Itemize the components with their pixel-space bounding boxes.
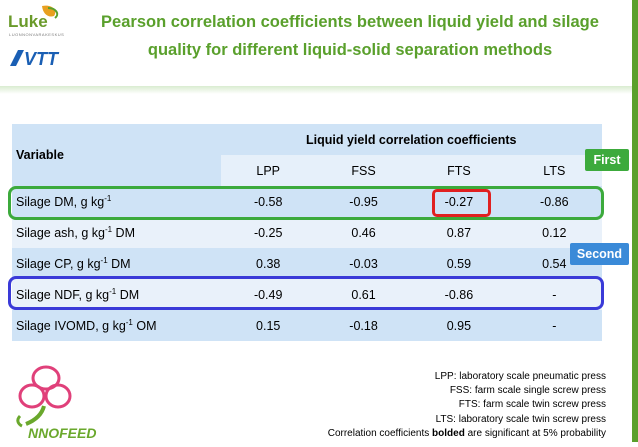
variable-name: Silage IVOMD, g kg — [16, 319, 126, 334]
row-variable-label: Silage IVOMD, g kg-1 OM — [12, 310, 221, 341]
right-accent-bar — [632, 0, 638, 442]
note-significance-bold: bolded — [432, 427, 465, 439]
liquid-yield-header: Liquid yield correlation coefficients — [220, 124, 602, 155]
unit-exponent: -1 — [104, 193, 112, 203]
abbreviation-notes: LPP: laboratory scale pneumatic press FS… — [240, 370, 606, 441]
column-header-lpp: LPP — [220, 155, 316, 186]
luke-logo: Luke LUONNONVARAKESKUS — [8, 4, 68, 38]
unit-exponent: -1 — [104, 224, 113, 234]
innofeed-wordmark: NNOFEED — [28, 425, 96, 441]
table-cell: -0.86 — [411, 279, 507, 310]
unit-basis: DM — [112, 226, 135, 241]
fts-dm-highlight-box — [432, 189, 491, 217]
header-band — [0, 0, 638, 86]
unit-basis: OM — [132, 319, 157, 334]
row-variable-label: Silage NDF, g kg-1 DM — [12, 279, 221, 310]
table-cell: 0.15 — [220, 310, 316, 341]
unit-exponent: -1 — [109, 286, 117, 296]
table-cell: -0.95 — [315, 186, 412, 217]
luke-leaf-icon — [42, 5, 59, 19]
unit-basis: DM — [116, 288, 140, 303]
second-label: Second — [570, 243, 629, 265]
table-cell: -0.49 — [220, 279, 316, 310]
vtt-logo: VTT — [8, 46, 68, 70]
note-significance-pre: Correlation coefficients — [327, 427, 433, 439]
second-highlight-box — [8, 276, 604, 310]
variable-name: Silage DM, g kg — [16, 195, 105, 210]
table-row: Silage NDF, g kg-1 DM -0.49 0.61 -0.86- — [12, 279, 602, 310]
table-cell: 0.46 — [315, 217, 412, 248]
unit-exponent: -1 — [100, 255, 108, 265]
note-lpp: LPP: laboratory scale pneumatic press — [434, 371, 606, 382]
note-fss: FSS: farm scale single screw press — [449, 385, 606, 397]
note-significance-post: are significant at 5% probability — [464, 427, 606, 439]
header-divider — [0, 86, 638, 94]
vtt-logo-mark: VTT — [10, 49, 60, 69]
variable-name: Silage ash, g kg — [16, 226, 105, 241]
slide-title: Pearson correlation coefficients between… — [80, 8, 620, 64]
row-variable-label: Silage ash, g kg-1 DM — [12, 217, 221, 248]
table-row: Silage ash, g kg-1 DM -0.25 0.46 0.87 0.12 — [12, 217, 602, 248]
table-cell: 0.38 — [220, 248, 316, 279]
table-cell: -0.58 — [220, 186, 316, 217]
table-cell: -0.18 — [315, 310, 412, 341]
slide-title-line-1: Pearson correlation coefficients between… — [101, 13, 599, 31]
table-cell: - — [506, 310, 602, 341]
table-cell: 0.95 — [411, 310, 507, 341]
table-cell: -0.25 — [220, 217, 316, 248]
row-variable-label: Silage CP, g kg-1 DM — [12, 248, 221, 279]
table-cell: -0.03 — [315, 248, 412, 279]
unit-exponent: -1 — [125, 317, 133, 327]
note-fts: FTS: farm scale twin screw press — [458, 399, 606, 411]
unit-basis: DM — [107, 257, 131, 272]
variable-header: Variable — [12, 124, 221, 186]
luke-wordmark: Luke — [8, 12, 48, 31]
table-cell: 0.61 — [315, 279, 412, 310]
table-cell: -0.86 — [506, 186, 602, 217]
table-cell: 0.87 — [411, 217, 507, 248]
row-variable-label: Silage DM, g kg-1 — [12, 186, 221, 217]
column-header-fss: FSS — [315, 155, 412, 186]
table-row: Silage CP, g kg-1 DM 0.38 -0.03 0.59 0.54 — [12, 248, 602, 279]
vtt-wordmark: VTT — [24, 49, 60, 69]
variable-name: Silage NDF, g kg — [16, 288, 110, 303]
luke-subtitle: LUONNONVARAKESKUS — [9, 32, 65, 37]
clover-icon: NNOFEED — [16, 365, 96, 441]
note-lts: LTS: laboratory scale twin screw press — [435, 413, 606, 425]
table-row: Silage IVOMD, g kg-1 OM 0.15 -0.18 0.95- — [12, 310, 602, 341]
note-significance: Correlation coefficients bolded are sign… — [240, 427, 606, 441]
table-cell: 0.59 — [411, 248, 507, 279]
slide-title-line-2: quality for different liquid-solid separ… — [147, 41, 553, 59]
column-header-fts: FTS — [411, 155, 507, 186]
table-cell: 0.12 — [506, 217, 602, 248]
table-cell: - — [506, 279, 602, 310]
variable-name: Silage CP, g kg — [16, 257, 101, 272]
correlation-table: Variable Liquid yield correlation coeffi… — [12, 124, 602, 341]
first-label: First — [585, 149, 629, 171]
first-highlight-box — [8, 186, 604, 220]
innofeed-logo: NNOFEED — [12, 362, 132, 442]
